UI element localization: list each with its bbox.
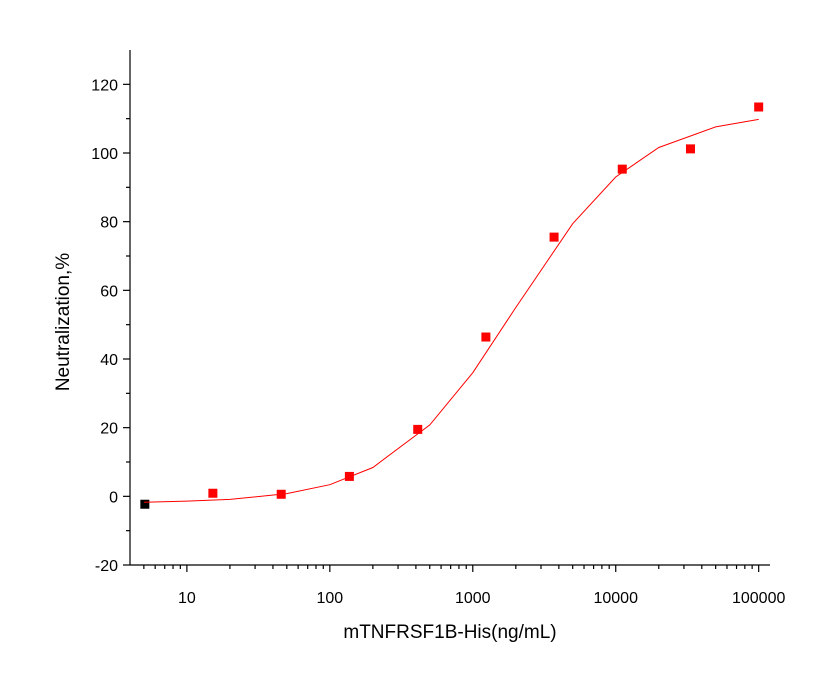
data-point (617, 164, 627, 174)
data-point (754, 102, 764, 112)
x-tick-label: 1000 (455, 590, 491, 607)
data-point (685, 144, 695, 154)
y-tick-label: 100 (91, 146, 118, 163)
x-tick-label: 10 (178, 590, 196, 607)
y-tick-label: 60 (100, 283, 118, 300)
y-tick-label: -20 (95, 558, 118, 575)
data-point (208, 488, 218, 498)
data-point (140, 499, 150, 509)
y-tick-label: 120 (91, 77, 118, 94)
y-tick-label: 80 (100, 215, 118, 232)
x-tick-label: 100000 (732, 590, 785, 607)
y-axis-label: Neutralization,% (53, 253, 74, 391)
data-point (413, 424, 423, 434)
x-tick-label: 10000 (593, 590, 638, 607)
y-tick-label: 0 (109, 489, 118, 506)
data-point (549, 232, 559, 242)
fit-curve (143, 118, 759, 503)
data-point (481, 332, 491, 342)
x-axis-label: mTNFRSF1B-His(ng/mL) (343, 622, 556, 643)
y-tick-label: 20 (100, 421, 118, 438)
y-tick-label: 40 (100, 352, 118, 369)
x-tick-label: 100 (316, 590, 343, 607)
